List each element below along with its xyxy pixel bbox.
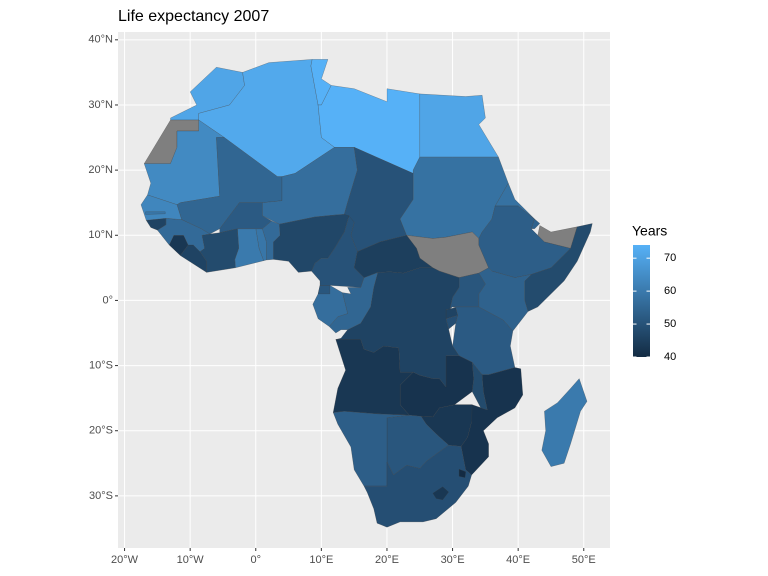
country [363,444,472,528]
y-tick-label: 0° [102,294,113,306]
x-tick-label: 20°W [111,554,139,566]
x-tick-label: 30°E [441,554,465,566]
country [353,235,434,278]
x-tick-label: 10°E [309,554,333,566]
y-tick-label: 20°N [88,164,113,176]
countries [140,59,593,528]
legend-label: 40 [664,351,676,363]
x-tick-label: 0° [250,554,261,566]
country [317,285,331,295]
country [219,202,272,233]
chart-title: Life expectancy 2007 [118,8,269,25]
legend-title: Years [632,223,667,239]
country [531,218,541,230]
x-tick-label: 50°E [572,554,596,566]
colorbar [633,245,650,357]
country [541,378,588,467]
x-tick-label: 10°W [177,554,205,566]
axes: 20°W 10°W 0° 10°E 20°E 30°E 40°E 50°E 30°S 20°S 10… [88,34,595,566]
legend-label: 60 [664,285,676,297]
country [145,211,166,215]
y-tick-label: 30°S [89,490,113,502]
y-tick-label: 40°N [88,34,113,46]
country [432,486,449,501]
country [458,468,466,478]
x-tick-label: 20°E [375,554,399,566]
y-tick-label: 10°S [89,359,113,371]
y-tick-label: 20°S [89,425,113,437]
y-tick-label: 10°N [88,229,113,241]
legend-label: 70 [664,252,676,264]
x-tick-label: 40°E [506,554,530,566]
y-tick-label: 30°N [88,99,113,111]
legend: 40 50 60 70 [633,245,676,363]
legend-label: 50 [664,318,676,330]
